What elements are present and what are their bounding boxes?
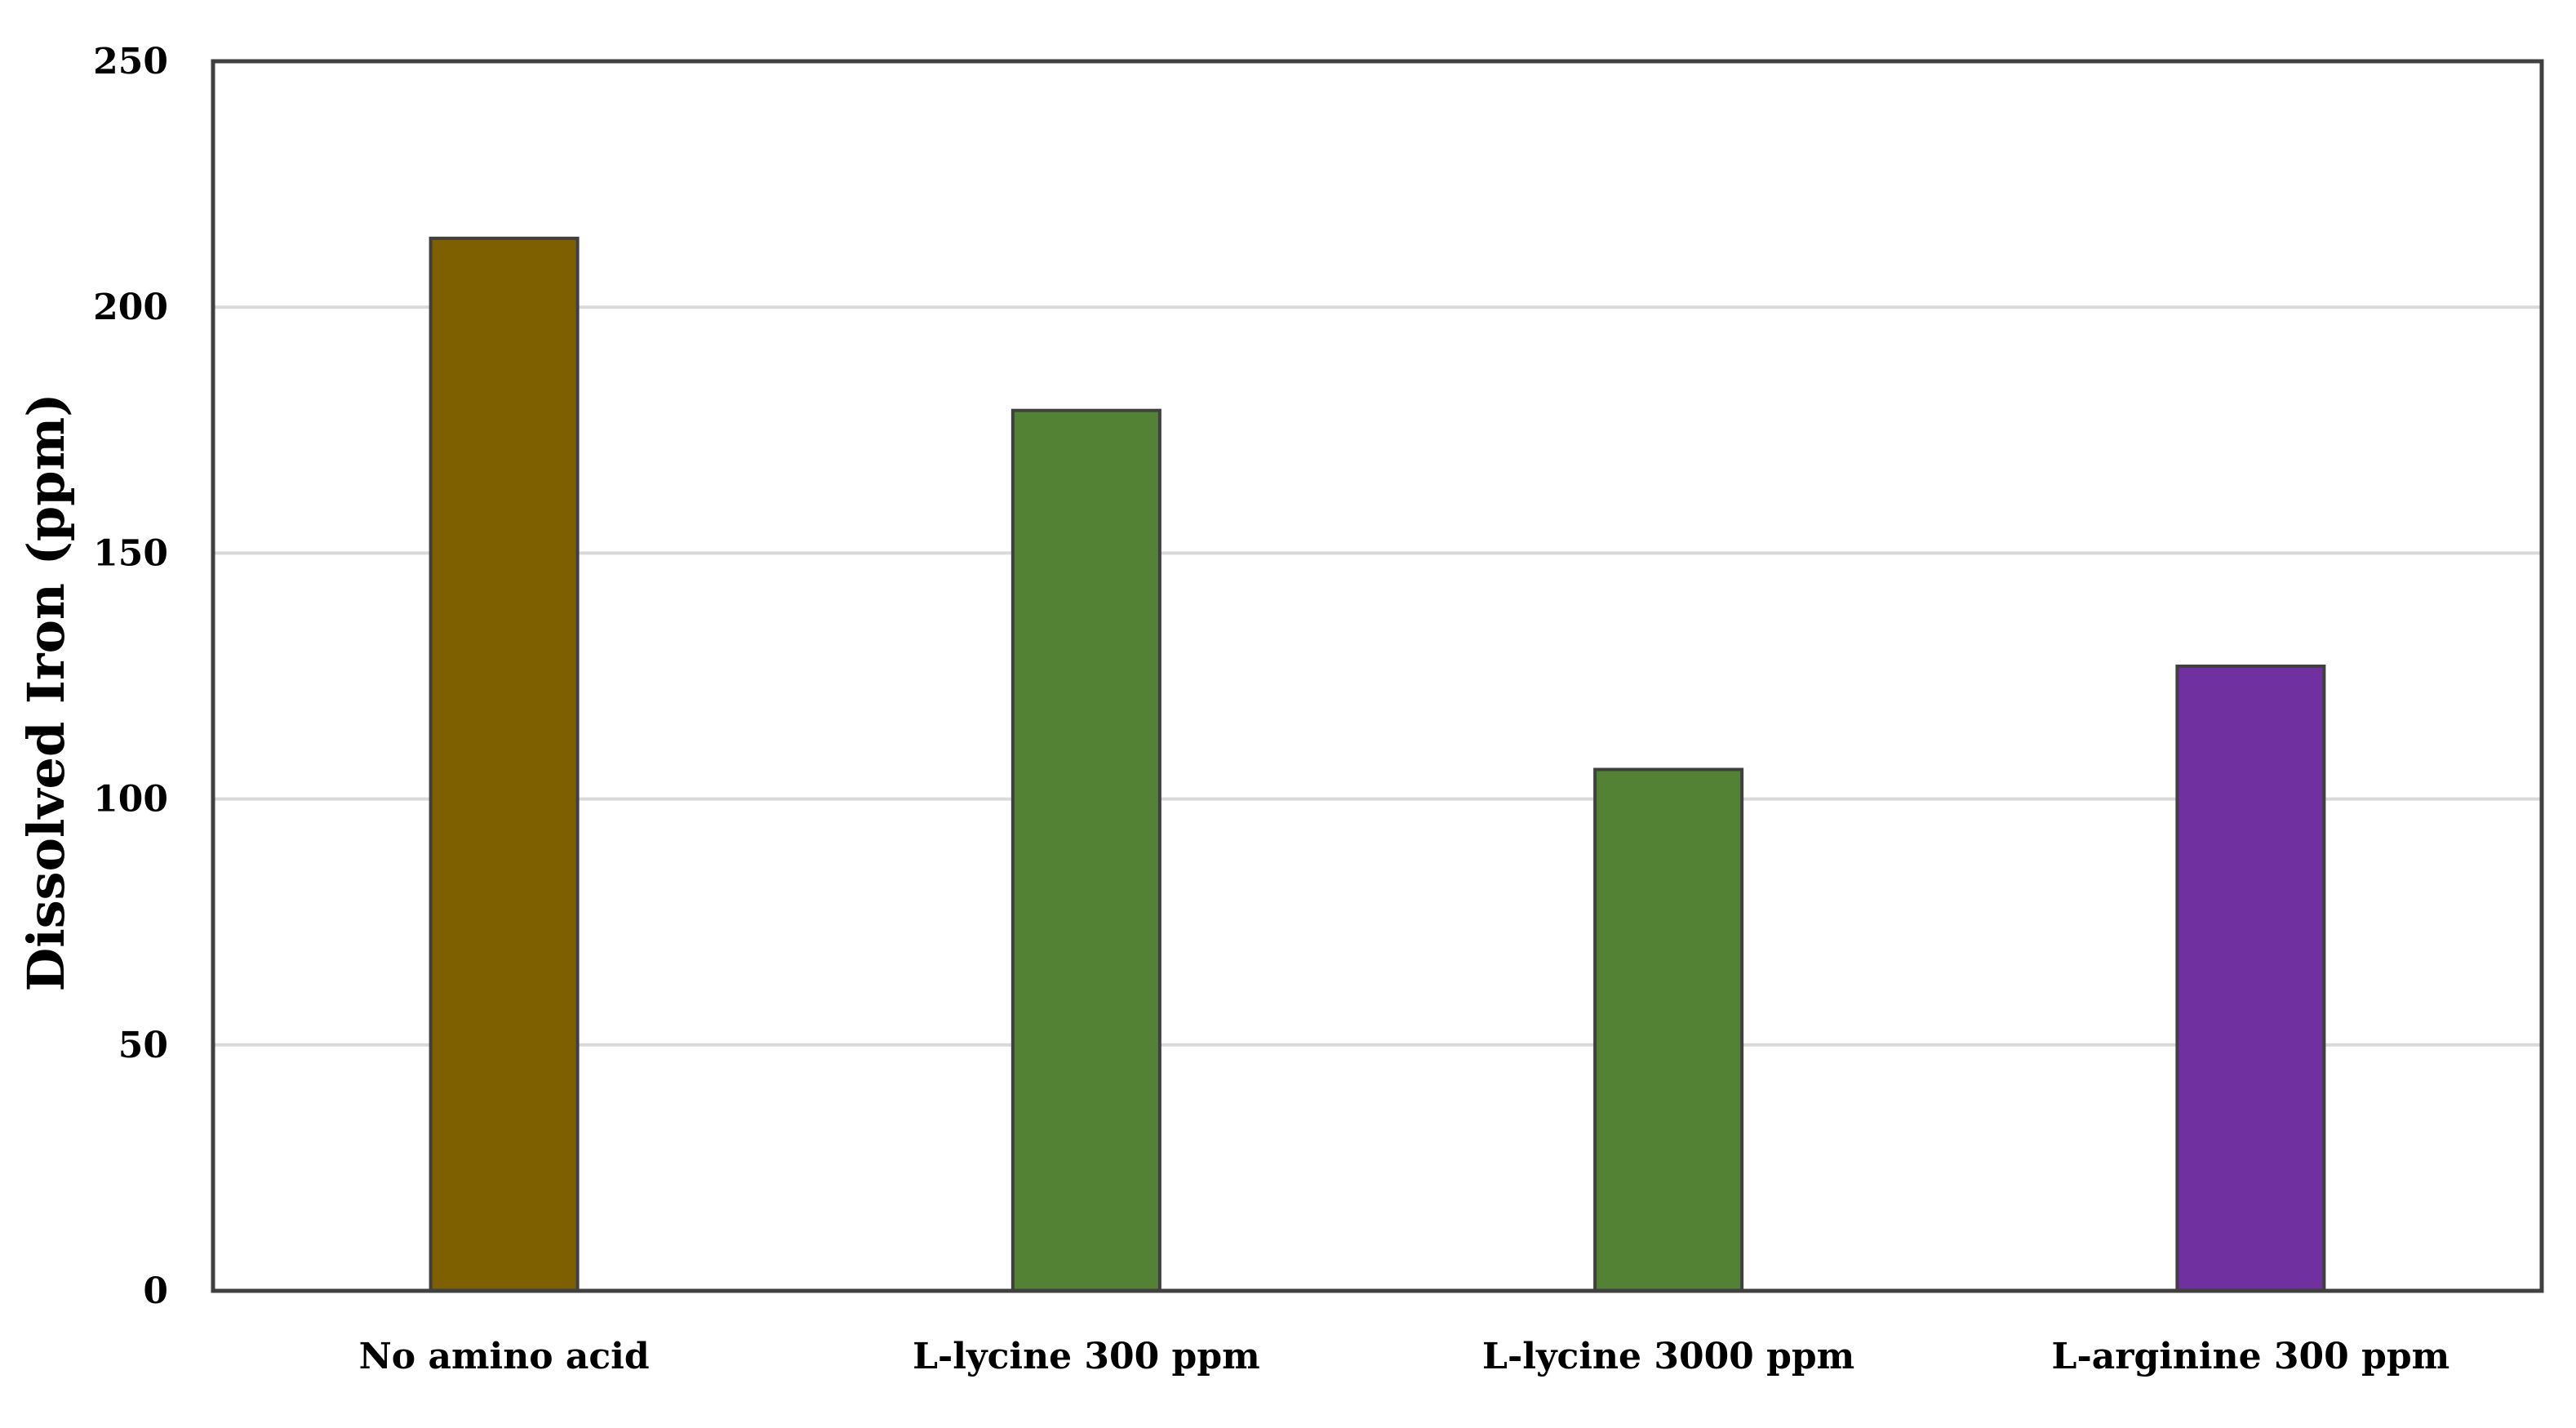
x-tick-label: L-arginine 300 ppm	[2052, 1336, 2450, 1377]
bar	[1010, 408, 1161, 1293]
x-tick-label: L-lycine 300 ppm	[913, 1336, 1260, 1377]
plot-area-frame	[211, 59, 2544, 1293]
y-tick-label: 150	[93, 532, 168, 574]
y-tick-label: 50	[118, 1025, 168, 1066]
y-tick-label: 250	[93, 41, 168, 82]
gridlines	[213, 305, 2542, 1047]
bar	[429, 236, 580, 1292]
x-tick-label: L-lycine 3000 ppm	[1482, 1336, 1854, 1377]
y-tick-label: 0	[143, 1270, 168, 1312]
bar	[1593, 767, 1744, 1292]
y-tick-label: 100	[93, 779, 168, 821]
y-axis-title: Dissolved Iron (ppm)	[16, 393, 76, 991]
bar	[2175, 664, 2326, 1292]
x-axis-tick-labels: No amino acid L-lycine 300 ppm L-lycine 30…	[359, 1336, 2450, 1377]
x-tick-label: No amino acid	[359, 1336, 650, 1377]
bars	[429, 236, 2326, 1293]
y-tick-label: 200	[93, 287, 168, 328]
y-axis-tick-labels: 0 50 100 150 200 250	[93, 41, 168, 1312]
